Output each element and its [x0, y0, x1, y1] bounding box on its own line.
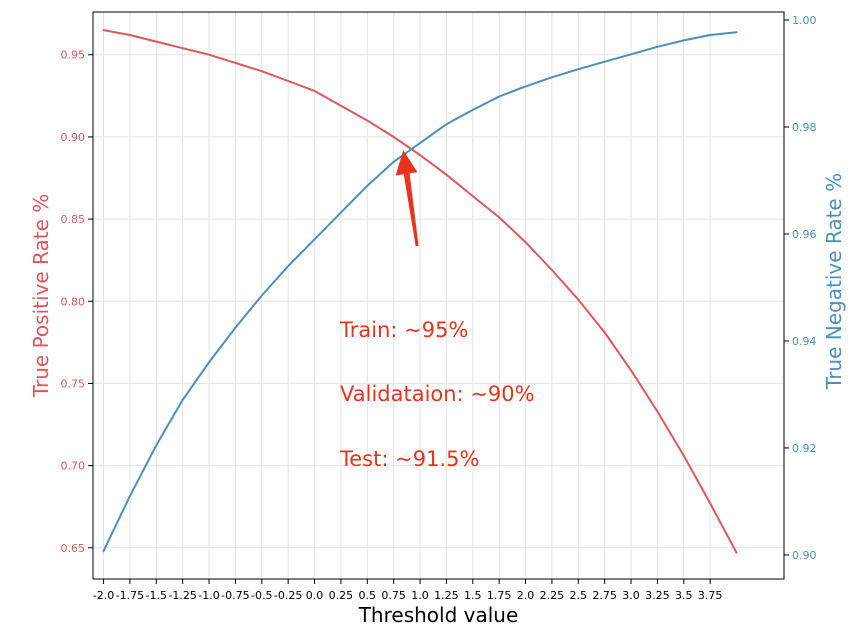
x-tick-label: -1.5 [146, 589, 167, 602]
x-tick-label: 3.25 [645, 589, 670, 602]
right-tick-label: 0.92 [792, 442, 817, 455]
right-axis-title: True Negative Rate % [822, 173, 846, 390]
right-axis-ticks: 0.90 0.92 0.94 0.96 0.98 1.00 [784, 14, 817, 562]
series-layer [102, 29, 738, 554]
x-tick-label: 1.25 [434, 589, 459, 602]
x-tick-label: -0.5 [251, 589, 272, 602]
x-tick-label: 3.0 [622, 589, 640, 602]
left-tick-label: 0.65 [61, 542, 86, 555]
annotation-layer: Train: ~95% Validataion: ~90% Test: ~91.… [339, 150, 535, 471]
x-tick-label: 3.75 [698, 589, 723, 602]
x-tick-label: 3.5 [675, 589, 693, 602]
left-tick-label: 0.85 [61, 213, 86, 226]
left-tick-label: 0.70 [61, 460, 86, 473]
left-tick-label: 0.90 [61, 131, 86, 144]
x-tick-label: 0.0 [306, 589, 324, 602]
x-tick-label: -1.25 [168, 589, 196, 602]
x-tick-label: 0.5 [359, 589, 377, 602]
annotation-train: Train: ~95% [339, 318, 468, 342]
x-axis-title: Threshold value [358, 603, 519, 627]
x-tick-label: 2.5 [570, 589, 588, 602]
x-tick-label: 1.0 [411, 589, 429, 602]
right-tick-label: 0.98 [792, 121, 817, 134]
right-tick-label: 1.00 [792, 14, 817, 27]
x-tick-label: 1.5 [464, 589, 482, 602]
annotation-test: Test: ~91.5% [339, 447, 479, 471]
right-tick-label: 0.96 [792, 228, 817, 241]
x-axis-ticks: -2.0 -1.75 -1.5 -1.25 -1.0 -0.75 -0.5 -0.25 0.0 0… [93, 579, 723, 602]
x-tick-label: 2.25 [540, 589, 565, 602]
x-tick-label: -2.0 [93, 589, 114, 602]
left-tick-label: 0.80 [61, 295, 86, 308]
x-tick-label: 0.25 [329, 589, 354, 602]
plot-frame [92, 11, 785, 580]
grid-lines [93, 12, 784, 579]
red-arrow-icon [395, 150, 419, 247]
annotation-validation: Validataion: ~90% [340, 382, 535, 406]
left-axis-title: True Positive Rate % [29, 194, 53, 399]
true-positive-rate-line [102, 29, 738, 554]
x-tick-label: 0.75 [381, 589, 406, 602]
right-tick-label: 0.90 [792, 549, 817, 562]
x-tick-label: 2.0 [517, 589, 535, 602]
x-tick-label: -1.0 [198, 589, 219, 602]
true-negative-rate-line [102, 31, 738, 553]
x-tick-label: -1.75 [116, 589, 144, 602]
left-axis-ticks: 0.65 0.70 0.75 0.80 0.85 0.90 0.95 [61, 49, 93, 555]
left-tick-label: 0.75 [61, 377, 86, 390]
right-tick-label: 0.94 [792, 335, 817, 348]
x-tick-label: -0.75 [221, 589, 249, 602]
x-tick-label: -0.25 [274, 589, 302, 602]
x-tick-label: 1.75 [487, 589, 512, 602]
left-tick-label: 0.95 [61, 49, 86, 62]
x-tick-label: 2.75 [592, 589, 617, 602]
